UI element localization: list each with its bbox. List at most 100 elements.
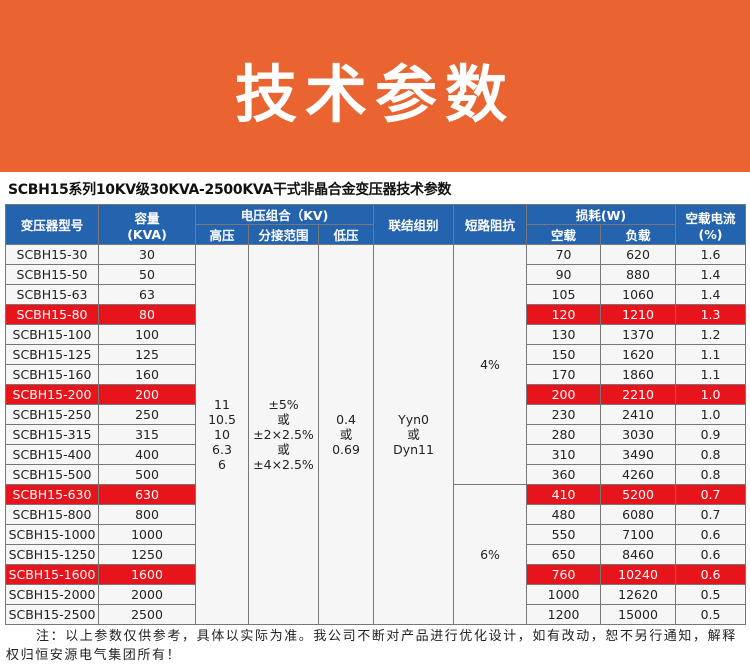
cell-load-loss: 10240 xyxy=(600,564,677,585)
header-model: 变压器型号 xyxy=(5,204,99,245)
table-title: SCBH15系列10KV级30KVA-2500KVA干式非晶合金变压器技术参数 xyxy=(8,182,452,198)
spec-table: 变压器型号 容量 (KVA) 电压组合（KV) 联结组别 短路阻抗 损耗(W) … xyxy=(5,204,747,625)
cell-model: SCBH15-30 xyxy=(5,244,99,265)
table-row: SCBH15-100 100 130 1370 1.2 xyxy=(5,324,747,345)
table-row: SCBH15-200 200 200 2210 1.0 xyxy=(5,384,747,405)
title-banner: 技术参数 xyxy=(0,0,750,172)
page-title: 技术参数 xyxy=(234,58,515,131)
header-capacity-unit: (KVA) xyxy=(127,226,167,242)
table-row: SCBH15-125 125 150 1620 1.1 xyxy=(5,344,747,365)
table-row: SCBH15-315 315 280 3030 0.9 xyxy=(5,424,747,445)
cell-noload-current: 0.5 xyxy=(675,604,747,625)
cell-noload-current: 0.9 xyxy=(675,424,747,445)
cell-noload-loss: 650 xyxy=(526,544,602,565)
cell-tap-range-line: ±4×2.5% xyxy=(253,457,314,472)
table-row: SCBH15-250 250 230 2410 1.0 xyxy=(5,404,747,425)
table-row: SCBH15-2000 2000 1000 12620 0.5 xyxy=(5,584,747,605)
cell-noload-current: 0.7 xyxy=(675,484,747,505)
cell-load-loss: 3030 xyxy=(600,424,677,445)
cell-load-loss: 6080 xyxy=(600,504,677,525)
cell-low-voltage: 0.4 或 0.69 xyxy=(317,244,375,625)
cell-capacity: 315 xyxy=(98,424,196,445)
cell-capacity: 30 xyxy=(98,244,196,265)
cell-low-voltage-line: 或 xyxy=(339,427,353,442)
cell-model: SCBH15-800 xyxy=(5,504,99,525)
cell-capacity: 400 xyxy=(98,444,196,465)
cell-noload-current: 1.1 xyxy=(675,344,747,365)
cell-load-loss: 2410 xyxy=(600,404,677,425)
cell-model: SCBH15-100 xyxy=(5,324,99,345)
cell-noload-loss: 480 xyxy=(526,504,602,525)
cell-capacity: 250 xyxy=(98,404,196,425)
cell-load-loss: 3490 xyxy=(600,444,677,465)
cell-noload-loss: 170 xyxy=(526,364,602,385)
cell-capacity: 160 xyxy=(98,364,196,385)
table-row: SCBH15-1600 1600 760 10240 0.6 xyxy=(5,564,747,585)
cell-load-loss: 1620 xyxy=(600,344,677,365)
cell-load-loss: 2210 xyxy=(600,384,677,405)
cell-high-voltage-line: 10.5 xyxy=(208,412,236,427)
cell-noload-current: 1.4 xyxy=(675,264,747,285)
cell-noload-current: 0.8 xyxy=(675,444,747,465)
cell-capacity: 100 xyxy=(98,324,196,345)
cell-connection: Yyn0 或 Dyn11 xyxy=(373,244,455,625)
cell-load-loss: 4260 xyxy=(600,464,677,485)
cell-high-voltage: 11 10.5 10 6.3 6 xyxy=(195,244,249,625)
cell-noload-loss: 360 xyxy=(526,464,602,485)
cell-noload-loss: 70 xyxy=(526,244,602,265)
cell-tap-range: ±5% 或 ±2×2.5% 或 ±4×2.5% xyxy=(248,244,319,625)
disclaimer-note: 注：以上参数仅供参考，具体以实际为准。我公司不断对产品进行优化设计，如有改动，恕… xyxy=(6,629,737,663)
cell-capacity: 80 xyxy=(98,304,196,325)
header-losses: 损耗(W) xyxy=(526,204,677,225)
header-noload-current: 空载电流 (%) xyxy=(675,204,747,245)
cell-model: SCBH15-315 xyxy=(5,424,99,445)
cell-load-loss: 12620 xyxy=(600,584,677,605)
cell-capacity: 500 xyxy=(98,464,196,485)
cell-connection-line: Dyn11 xyxy=(393,442,434,457)
cell-model: SCBH15-80 xyxy=(5,304,99,325)
cell-high-voltage-line: 6.3 xyxy=(212,442,232,457)
cell-load-loss: 8460 xyxy=(600,544,677,565)
cell-load-loss: 1060 xyxy=(600,284,677,305)
header-connection: 联结组别 xyxy=(373,204,455,245)
cell-load-loss: 5200 xyxy=(600,484,677,505)
cell-capacity: 800 xyxy=(98,504,196,525)
cell-model: SCBH15-1250 xyxy=(5,544,99,565)
cell-noload-current: 1.0 xyxy=(675,384,747,405)
table-row: SCBH15-1000 1000 550 7100 0.6 xyxy=(5,524,747,545)
table-row: SCBH15-50 50 90 880 1.4 xyxy=(5,264,747,285)
cell-low-voltage-line: 0.4 xyxy=(336,412,356,427)
cell-model: SCBH15-1000 xyxy=(5,524,99,545)
cell-noload-loss: 200 xyxy=(526,384,602,405)
cell-model: SCBH15-250 xyxy=(5,404,99,425)
cell-noload-current: 1.1 xyxy=(675,364,747,385)
cell-model: SCBH15-500 xyxy=(5,464,99,485)
cell-noload-loss: 130 xyxy=(526,324,602,345)
cell-high-voltage-line: 10 xyxy=(214,427,230,442)
cell-model: SCBH15-63 xyxy=(5,284,99,305)
cell-connection-line: Yyn0 xyxy=(398,412,429,427)
cell-model: SCBH15-400 xyxy=(5,444,99,465)
cell-load-loss: 620 xyxy=(600,244,677,265)
header-capacity: 容量 (KVA) xyxy=(98,204,196,245)
cell-model: SCBH15-2000 xyxy=(5,584,99,605)
cell-low-voltage-line: 0.69 xyxy=(332,442,360,457)
cell-noload-loss: 150 xyxy=(526,344,602,365)
cell-noload-loss: 1000 xyxy=(526,584,602,605)
cell-model: SCBH15-50 xyxy=(5,264,99,285)
cell-noload-current: 1.4 xyxy=(675,284,747,305)
cell-impedance-6: 6% xyxy=(453,484,528,625)
cell-noload-current: 0.6 xyxy=(675,564,747,585)
cell-noload-current: 0.6 xyxy=(675,524,747,545)
cell-noload-loss: 550 xyxy=(526,524,602,545)
cell-noload-current: 1.0 xyxy=(675,404,747,425)
cell-noload-current: 0.7 xyxy=(675,504,747,525)
cell-connection-line: 或 xyxy=(407,427,420,442)
table-row: SCBH15-2500 2500 1200 15000 0.5 xyxy=(5,604,747,625)
cell-noload-loss: 1200 xyxy=(526,604,602,625)
header-voltage-group: 电压组合（KV) xyxy=(194,204,375,225)
cell-load-loss: 880 xyxy=(600,264,677,285)
cell-noload-loss: 280 xyxy=(526,424,602,445)
cell-capacity: 1250 xyxy=(98,544,196,565)
cell-capacity: 125 xyxy=(98,344,196,365)
